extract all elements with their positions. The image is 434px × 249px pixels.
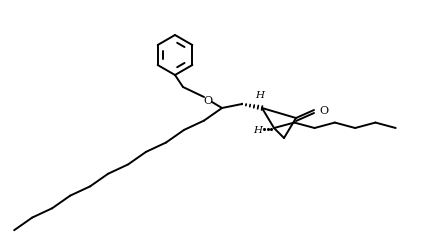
Text: H: H	[256, 91, 264, 100]
Text: O: O	[319, 106, 328, 116]
Text: H: H	[253, 125, 262, 134]
Text: O: O	[204, 96, 213, 106]
